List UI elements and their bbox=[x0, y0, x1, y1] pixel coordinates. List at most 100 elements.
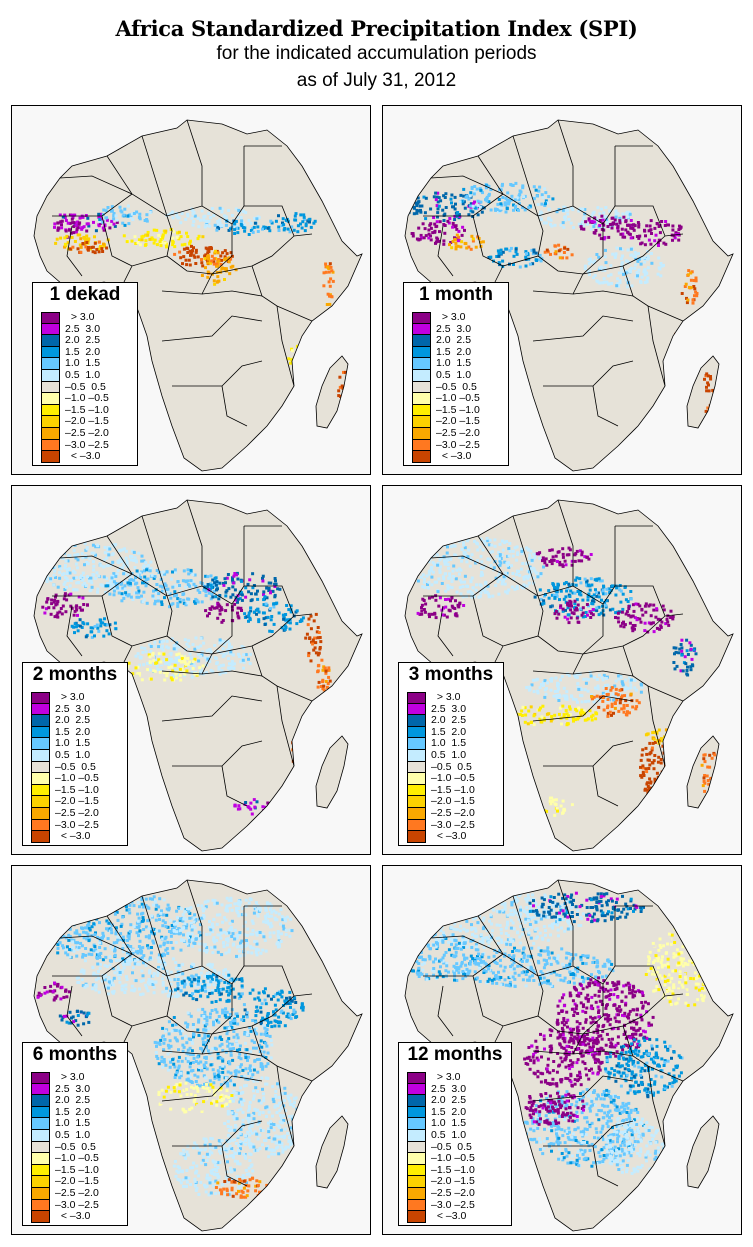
spi-cell bbox=[294, 744, 298, 748]
spi-cell bbox=[56, 585, 60, 589]
spi-cell bbox=[295, 344, 299, 348]
spi-cell bbox=[491, 594, 495, 598]
spi-cell bbox=[664, 622, 668, 626]
spi-cell bbox=[34, 923, 35, 927]
spi-cell bbox=[452, 564, 456, 568]
spi-cell bbox=[296, 224, 300, 228]
spi-cell bbox=[76, 624, 80, 628]
spi-cell bbox=[560, 722, 563, 726]
spi-cell bbox=[414, 570, 418, 574]
spi-cell bbox=[412, 578, 416, 581]
spi-cell bbox=[71, 917, 75, 921]
spi-cell bbox=[207, 212, 211, 216]
spi-cell bbox=[526, 722, 530, 726]
spi-cell bbox=[527, 581, 531, 585]
spi-cell bbox=[103, 558, 106, 562]
spi-cell bbox=[420, 204, 424, 208]
legend-label: –2.5 –2.0 bbox=[431, 806, 475, 819]
spi-cell bbox=[223, 916, 226, 920]
spi-cell bbox=[505, 571, 509, 575]
spi-cell bbox=[596, 219, 600, 223]
spi-cell bbox=[438, 565, 442, 569]
spi-cell bbox=[73, 899, 76, 903]
spi-cell bbox=[222, 945, 226, 949]
spi-cell bbox=[118, 587, 122, 591]
spi-cell bbox=[536, 575, 540, 579]
spi-cell bbox=[201, 264, 205, 268]
spi-cell bbox=[535, 259, 539, 262]
spi-cell bbox=[554, 610, 558, 613]
spi-cell bbox=[161, 585, 164, 589]
spi-cell bbox=[224, 609, 228, 613]
spi-cell bbox=[55, 936, 58, 940]
spi-cell bbox=[186, 568, 190, 572]
spi-cell bbox=[26, 932, 29, 935]
spi-cell bbox=[451, 569, 455, 573]
spi-cell bbox=[255, 217, 259, 221]
spi-cell bbox=[152, 228, 156, 232]
spi-cell bbox=[489, 255, 493, 259]
spi-cell bbox=[643, 268, 647, 272]
spi-cell bbox=[216, 220, 220, 224]
spi-cell bbox=[164, 584, 168, 588]
spi-cell bbox=[105, 564, 109, 568]
spi-cell bbox=[210, 207, 214, 210]
spi-cell bbox=[688, 328, 692, 332]
spi-cell bbox=[445, 615, 449, 619]
spi-cell bbox=[561, 609, 565, 613]
spi-cell bbox=[103, 623, 107, 626]
spi-cell bbox=[422, 608, 426, 611]
spi-cell bbox=[479, 188, 483, 192]
spi-cell bbox=[56, 946, 60, 950]
spi-cell bbox=[706, 406, 710, 410]
spi-cell bbox=[524, 255, 528, 259]
spi-cell bbox=[602, 686, 606, 690]
spi-cell bbox=[226, 909, 229, 913]
spi-cell bbox=[565, 589, 569, 593]
spi-cell bbox=[116, 582, 120, 586]
spi-cell bbox=[225, 906, 228, 910]
spi-cell bbox=[508, 249, 512, 253]
spi-cell bbox=[322, 271, 326, 275]
spi-cell bbox=[179, 928, 183, 932]
spi-cell bbox=[580, 700, 584, 704]
spi-cell bbox=[134, 242, 138, 245]
spi-cell bbox=[575, 616, 579, 620]
spi-cell bbox=[567, 546, 571, 550]
spi-cell bbox=[537, 813, 541, 817]
spi-cell bbox=[267, 922, 271, 926]
spi-cell bbox=[209, 597, 213, 601]
spi-cell bbox=[112, 593, 116, 597]
spi-cell bbox=[578, 694, 582, 697]
spi-cell bbox=[56, 228, 60, 232]
spi-cell bbox=[473, 206, 477, 210]
spi-cell bbox=[629, 270, 632, 274]
spi-cell bbox=[130, 212, 134, 216]
spi-cell bbox=[36, 909, 39, 913]
spi-cell bbox=[504, 203, 508, 207]
spi-cell bbox=[249, 592, 253, 596]
legend-class: –1.0 –0.5 bbox=[31, 772, 131, 785]
spi-cell bbox=[216, 933, 220, 937]
spi-cell bbox=[589, 257, 592, 261]
spi-cell bbox=[670, 727, 674, 731]
legend-swatch bbox=[41, 312, 60, 324]
spi-cell bbox=[586, 583, 590, 587]
spi-cell bbox=[101, 565, 105, 569]
spi-cell bbox=[410, 232, 414, 235]
spi-cell bbox=[206, 259, 209, 263]
spi-cell bbox=[70, 213, 74, 217]
spi-cell bbox=[154, 588, 158, 592]
spi-cell bbox=[691, 298, 695, 302]
spi-cell bbox=[227, 260, 231, 264]
spi-cell bbox=[109, 909, 113, 913]
spi-cell bbox=[270, 221, 274, 225]
spi-cell bbox=[317, 651, 321, 655]
spi-cell bbox=[55, 899, 59, 903]
legend-swatch bbox=[412, 312, 431, 324]
spi-cell bbox=[81, 596, 85, 600]
spi-cell bbox=[458, 556, 462, 559]
spi-cell bbox=[113, 948, 117, 952]
spi-cell bbox=[129, 595, 133, 599]
spi-cell bbox=[632, 609, 636, 613]
